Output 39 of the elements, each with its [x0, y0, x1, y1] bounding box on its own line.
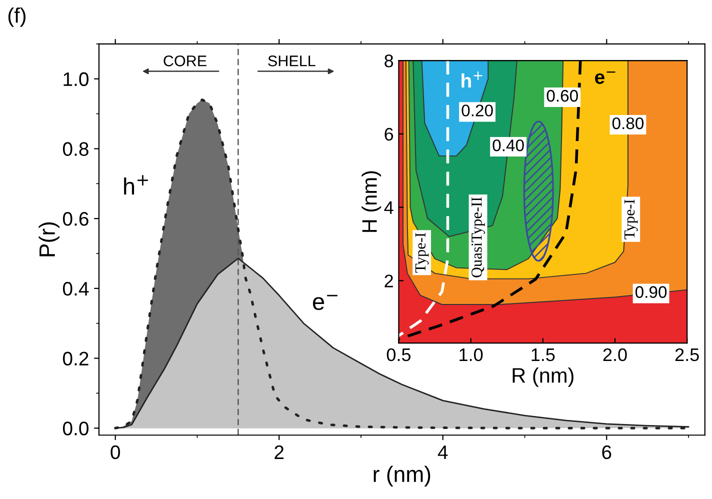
line-series [398, 60, 450, 338]
annotation: CORE [164, 56, 206, 66]
x-tick-label: 2.5 [675, 348, 699, 362]
x-tick-label: 1.5 [532, 348, 555, 362]
annotation: QuasiType-II [472, 197, 485, 278]
annotation: Type-I [624, 200, 638, 240]
x-tick-label: 4 [438, 446, 448, 459]
y-tick-label: 0.8 [62, 142, 88, 156]
x-tick-label: 2 [274, 445, 284, 459]
y-tick-label: 8 [384, 54, 394, 68]
annotation: e$^{−}$ [595, 72, 616, 84]
x-axis-title: r (nm) [374, 466, 430, 486]
y-tick-label: 0.4 [62, 282, 89, 296]
y-tick-label: 6 [384, 128, 394, 141]
y-tick-label: 1.0 [64, 72, 88, 86]
x-tick-label: 0 [110, 445, 120, 460]
annotation: 0.80 [612, 117, 644, 130]
annotation: 0.60 [546, 90, 578, 102]
annotation: Type-I [415, 232, 429, 273]
y-tick-label: 2 [384, 274, 393, 288]
annotation: 0.20 [462, 104, 493, 116]
x-tick-label: 2.0 [603, 348, 627, 362]
text: (f) [8, 7, 26, 27]
series-label: h$^{+}$ [124, 175, 148, 195]
series-label: e$^{−}$ [312, 294, 338, 310]
y-tick-label: 4 [384, 201, 394, 214]
annotation: SHELL [268, 56, 316, 66]
y-tick-label: 0.6 [62, 212, 88, 226]
x-tick-label: 6 [602, 445, 612, 460]
annotation: 0.40 [492, 139, 524, 152]
annotation: 0.90 [635, 286, 667, 298]
x-tick-label: 1.0 [460, 348, 483, 362]
y-axis-title: H (nm) [362, 171, 382, 232]
x-tick-label: 0.5 [386, 348, 411, 362]
y-tick-label: 0.2 [62, 352, 88, 366]
y-axis-title: P(r) [38, 222, 60, 256]
y-tick-label: 0.0 [62, 422, 88, 436]
annotation: h$^{+}$ [462, 71, 482, 88]
x-axis-title: R (nm) [512, 367, 574, 387]
